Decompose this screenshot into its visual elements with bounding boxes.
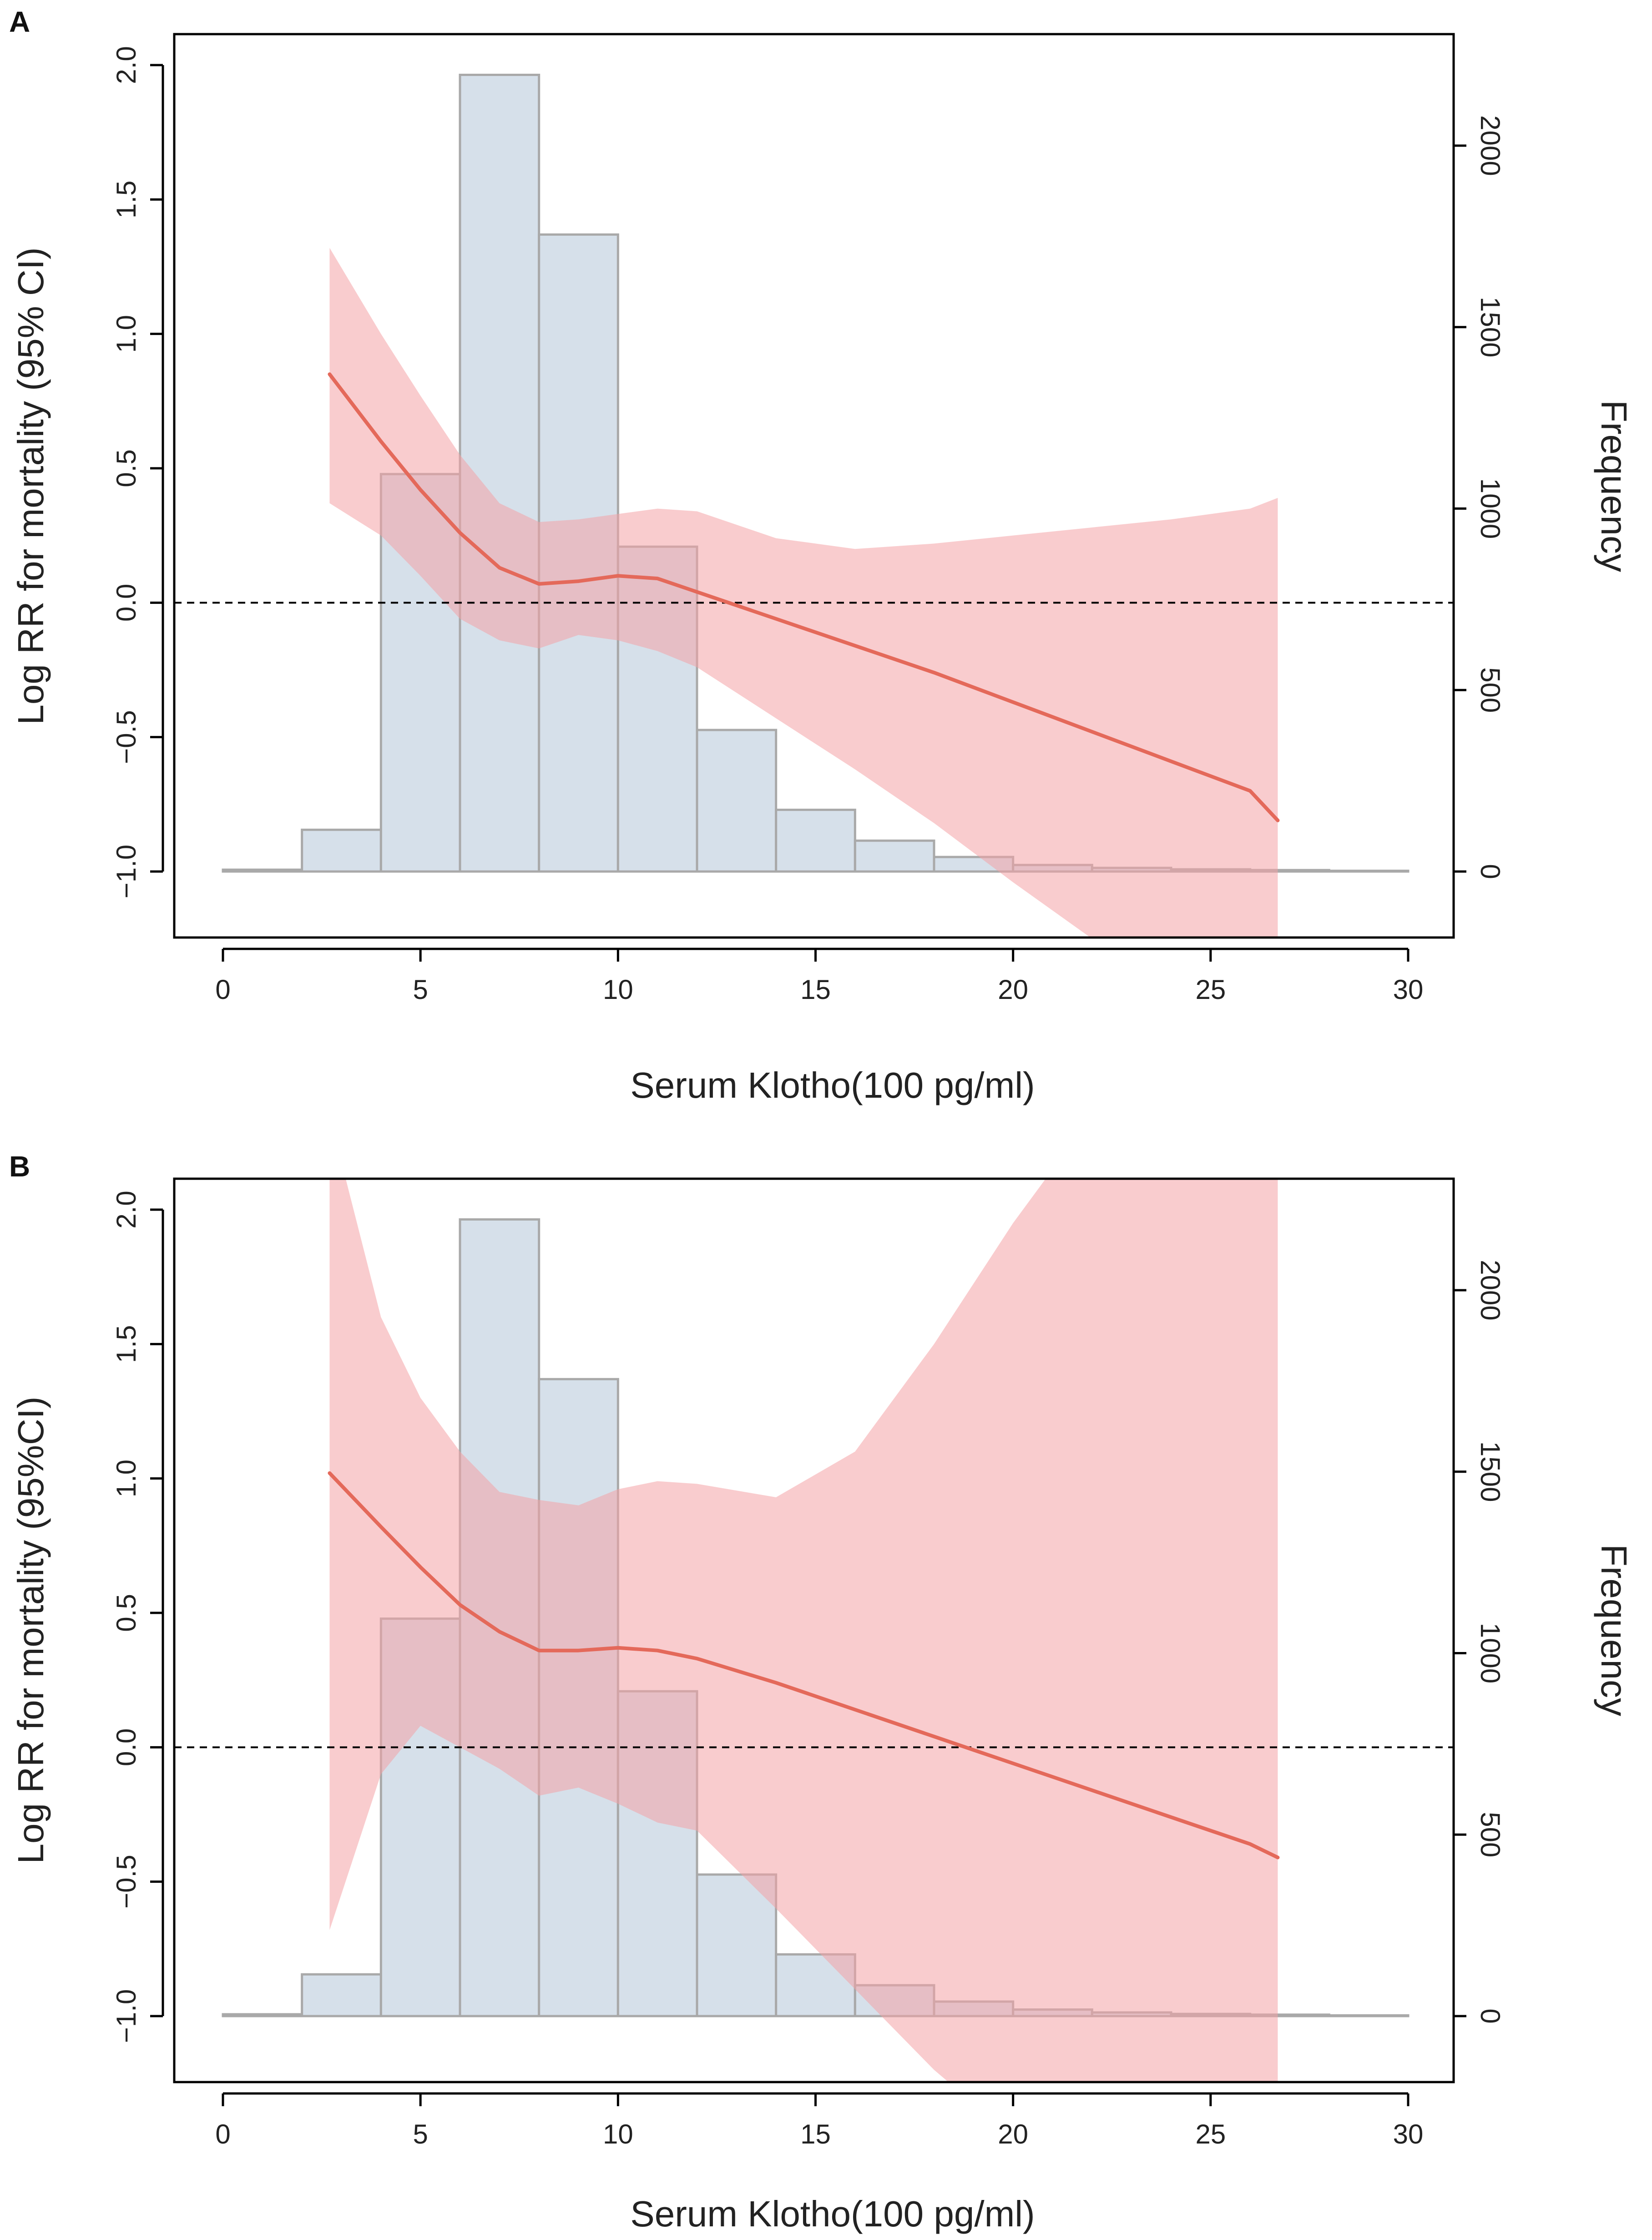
x-tick-label: 0 [215,974,230,1005]
y2-tick-label: 1000 [1475,478,1505,539]
y2-tick-label: 1500 [1475,1441,1505,1502]
y-tick-label: 1.5 [111,1325,141,1363]
y2-tick-label: 0 [1475,864,1505,879]
x-tick-label: 10 [603,974,633,1005]
y-axis-left: −1.0 −0.5 0.0 0.5 1.0 1.5 2.0 [111,46,164,898]
y-tick-label: 1.0 [111,1460,141,1497]
histogram-bar [854,839,935,873]
y2-axis-title: Frequency [1594,400,1634,572]
x-axis-title: Serum Klotho(100 pg/ml) [630,1065,1035,1105]
log-rr-curve [328,1471,1280,1860]
x-tick-label: 15 [800,974,831,1005]
panel-label: B [9,1150,30,1183]
y-tick-label: −1.0 [111,1989,141,2043]
y2-tick-label: 500 [1475,667,1505,713]
y-tick-label: 0.0 [111,584,141,622]
y-tick-label: 1.0 [111,315,141,353]
y-axis-right: 0 500 1000 1500 2000 [1452,1260,1505,2024]
x-tick-label: 0 [215,2119,230,2149]
y-axis-right: 0 500 1000 1500 2000 [1452,115,1505,879]
histogram-bar [301,1973,382,2017]
y2-axis-title: Frequency [1594,1544,1634,1716]
y-tick-label: −0.5 [111,1855,141,1908]
y2-tick-label: 0 [1475,2008,1505,2023]
y-tick-label: −1.0 [111,845,141,898]
x-tick-label: 30 [1393,2119,1424,2149]
y2-tick-label: 2000 [1475,1260,1505,1320]
panel-b: B 0 5 10 15 20 25 30 −1.0 −0.5 0.0 0.5 1.0 1.5 2.0 0… [9,1150,1634,2234]
x-tick-label: 30 [1393,974,1424,1005]
y-tick-label: 2.0 [111,1191,141,1228]
histogram-bar [301,828,382,873]
y-tick-label: 2.0 [111,46,141,84]
histogram-bar [222,868,303,873]
y2-tick-label: 1000 [1475,1623,1505,1683]
histogram-bar [775,808,856,873]
y-tick-label: 1.5 [111,181,141,218]
x-tick-label: 10 [603,2119,633,2149]
x-axis: 0 5 10 15 20 25 30 [215,948,1424,1005]
panel-a: A 0 5 10 15 20 25 30 −1.0 −0.5 0.0 0.5 1.0 1.5 2.0 0… [9,5,1634,1105]
histogram-bar [222,2013,303,2017]
y-axis-left: −1.0 −0.5 0.0 0.5 1.0 1.5 2.0 [111,1191,164,2043]
confidence-band [329,248,1278,938]
confidence-band [329,1179,1278,2082]
y-tick-label: −0.5 [111,710,141,764]
x-tick-label: 5 [413,2119,428,2149]
histogram-bar [696,1873,778,2017]
y-axis-title: Log RR for mortality (95%CI) [10,1397,51,1864]
log-rr-curve [328,372,1280,822]
x-tick-label: 5 [413,974,428,1005]
histogram-bar [1328,2014,1410,2017]
histogram-bar [696,729,778,873]
histogram-bar [1328,869,1410,873]
x-tick-label: 20 [998,2119,1028,2149]
y2-tick-label: 1500 [1475,297,1505,357]
panel-label: A [9,5,30,38]
y2-tick-label: 2000 [1475,115,1505,176]
y-tick-label: 0.5 [111,1594,141,1632]
x-axis-title: Serum Klotho(100 pg/ml) [630,2194,1035,2234]
y-tick-label: 0.5 [111,449,141,487]
x-tick-label: 25 [1195,974,1226,1005]
x-tick-label: 15 [800,2119,831,2149]
x-tick-label: 20 [998,974,1028,1005]
y-tick-label: 0.0 [111,1728,141,1766]
x-tick-label: 25 [1195,2119,1226,2149]
x-axis: 0 5 10 15 20 25 30 [215,2092,1424,2149]
y-axis-title: Log RR for mortality (95% CI) [10,247,51,725]
y2-tick-label: 500 [1475,1812,1505,1857]
